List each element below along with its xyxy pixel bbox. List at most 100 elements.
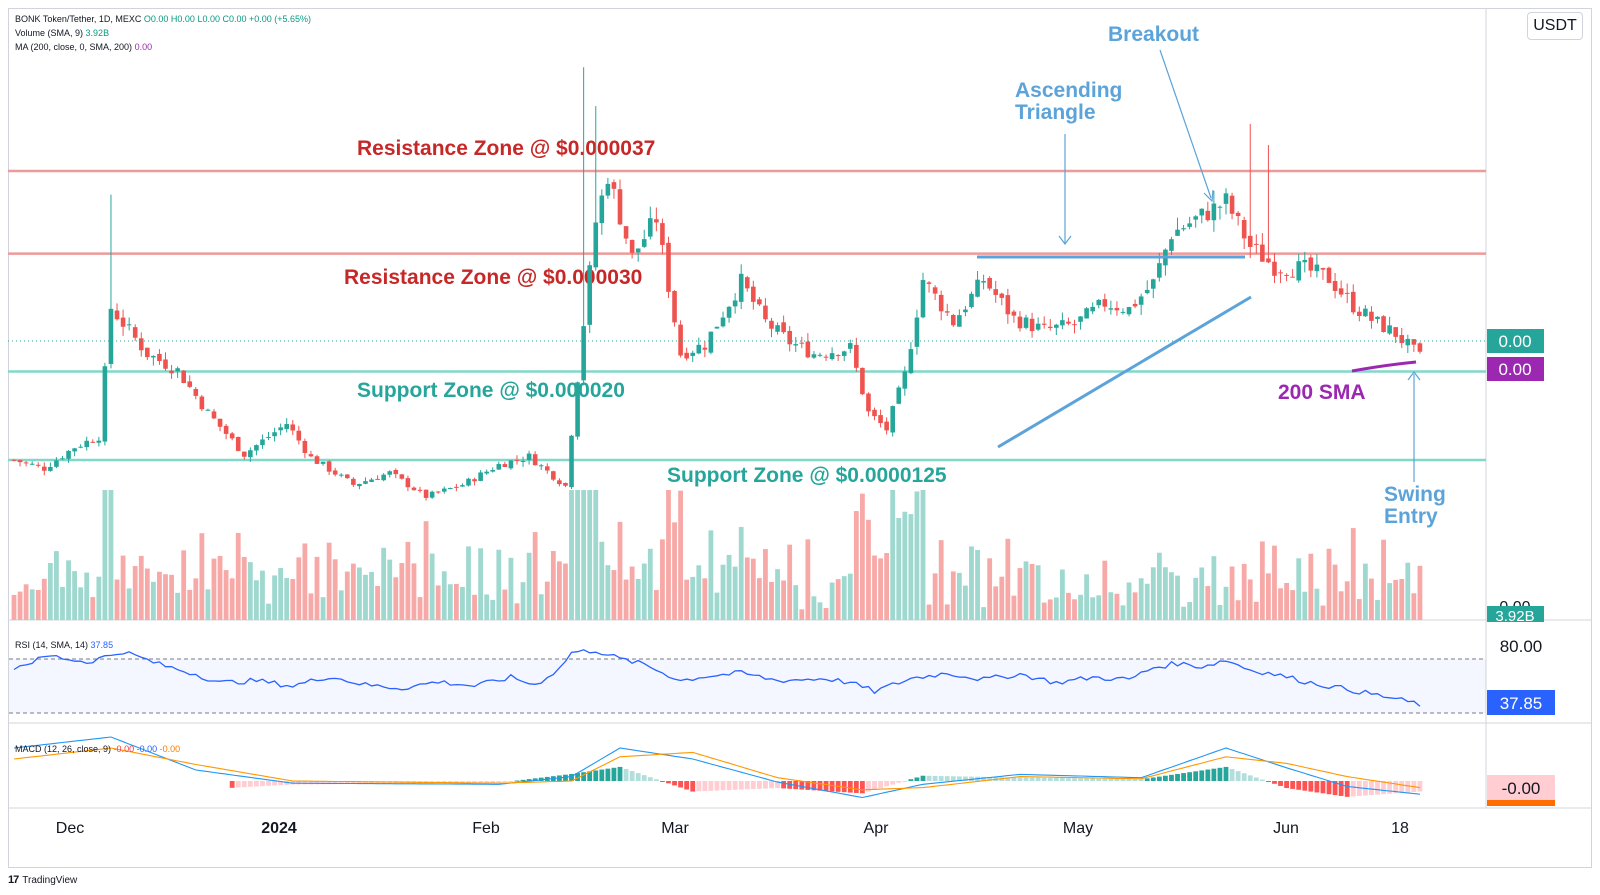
volume-bar (775, 569, 780, 620)
volume-bar (266, 603, 271, 620)
volume-bar (150, 581, 156, 620)
macd-hist-bar (660, 781, 665, 782)
candle-body (478, 472, 483, 481)
macd-hist-bar (563, 774, 568, 781)
volume-bar (1211, 556, 1217, 620)
candle-body (1054, 324, 1059, 328)
volume-bar (490, 599, 496, 620)
price-change: +0.00 (+5.65%) (249, 14, 312, 24)
last-price-value: 0.00 (1498, 332, 1531, 351)
volume-bar (508, 557, 514, 620)
volume-bar (350, 563, 356, 620)
volume-bar (302, 543, 308, 620)
volume-label: Volume (SMA, 9) (15, 28, 84, 38)
macd-hist-bar (338, 781, 344, 785)
candle-body (42, 466, 47, 471)
candle-body (611, 182, 617, 189)
candle-body (902, 371, 908, 389)
candle-body (1169, 239, 1174, 251)
volume-legend: Volume (SMA, 9) 3.92B (15, 28, 109, 38)
macd-hist-bar (841, 781, 847, 793)
macd-hist-bar (363, 781, 368, 784)
macd-hist-bar (1072, 778, 1077, 781)
volume-bar (326, 542, 332, 620)
candle-body (1411, 339, 1417, 345)
volume-bar (1078, 594, 1083, 620)
candle-body (1114, 307, 1120, 311)
volume-bar (817, 602, 823, 620)
macd-histogram (229, 766, 1423, 797)
candle-body (90, 441, 96, 443)
volume-bar (593, 490, 599, 620)
macd-hist-bar (605, 768, 611, 781)
candle-body (1138, 296, 1144, 305)
time-axis-tick: May (1063, 820, 1093, 837)
candle-body (587, 265, 592, 325)
macd-hist-bar (502, 781, 508, 783)
time-axis-tick: Dec (56, 820, 84, 837)
candle-body (1278, 272, 1283, 274)
macd-hist-bar (1114, 778, 1120, 781)
volume-bar (96, 576, 102, 620)
volume-bar (205, 589, 211, 620)
volume-bar (811, 596, 817, 620)
volume-bar (641, 563, 647, 620)
candle-body (1302, 259, 1308, 263)
volume-bar (484, 594, 490, 620)
macd-hist-bar (369, 781, 374, 784)
macd-hist-bar (1205, 769, 1211, 781)
candle-body (1035, 323, 1041, 330)
candle-body (108, 308, 114, 364)
volume-bar (247, 562, 253, 620)
volume-bar (1338, 591, 1344, 620)
candle-body (320, 461, 326, 464)
macd-hist-bar (750, 781, 756, 790)
candle-body (435, 491, 441, 493)
candle-body (1290, 276, 1295, 278)
currency-button[interactable]: USDT (1527, 12, 1583, 40)
macd-hist-bar (756, 781, 762, 789)
macd-hist-bar (357, 781, 362, 784)
candle-body (169, 370, 174, 374)
zone-lines (8, 169, 1486, 462)
ohlc-values: O0.00 H0.00 L0.00 C0.00 (143, 14, 247, 24)
volume-bar (1059, 569, 1065, 620)
candle-body (466, 478, 471, 486)
macd-hist-bar (1023, 777, 1029, 781)
candle-body (1387, 325, 1392, 334)
volume-bar (375, 585, 380, 620)
time-axis-tick: 18 (1391, 820, 1409, 837)
volume-bar (357, 567, 362, 620)
volume-bar (1108, 592, 1114, 620)
candle-body (1241, 219, 1247, 239)
candle-body (454, 486, 459, 488)
macd-hist-bar (520, 779, 526, 781)
candle-body (1393, 327, 1398, 337)
candle-body (1332, 281, 1338, 291)
candle-body (326, 461, 332, 472)
candle-body (793, 344, 799, 346)
candle-body (1284, 274, 1289, 276)
volume-bar (714, 592, 720, 620)
volume-bar (690, 576, 696, 620)
macd-hist-bar (702, 781, 708, 792)
ascending-triangle-label: Ascending Triangle (1015, 79, 1122, 124)
volume-bar (1029, 563, 1035, 620)
macd-hist-bar (1163, 775, 1168, 781)
macd-hist-bar (1150, 777, 1156, 781)
macd-hist-bar (823, 781, 829, 792)
macd-hist-bar (1290, 781, 1296, 789)
macd-hist-bar (1193, 771, 1199, 781)
candle-body (726, 306, 732, 318)
volume-bar (472, 594, 477, 620)
volume-bar (1035, 565, 1041, 620)
volume-bar (460, 586, 465, 620)
candle-body (448, 487, 453, 489)
volume-bar (841, 576, 847, 620)
macd-hist-bar (1338, 781, 1344, 796)
volume-bar (78, 587, 84, 620)
rsi-label: RSI (14, SMA, 14) (15, 640, 89, 650)
candle-body (163, 359, 168, 369)
candle-body (145, 347, 150, 358)
